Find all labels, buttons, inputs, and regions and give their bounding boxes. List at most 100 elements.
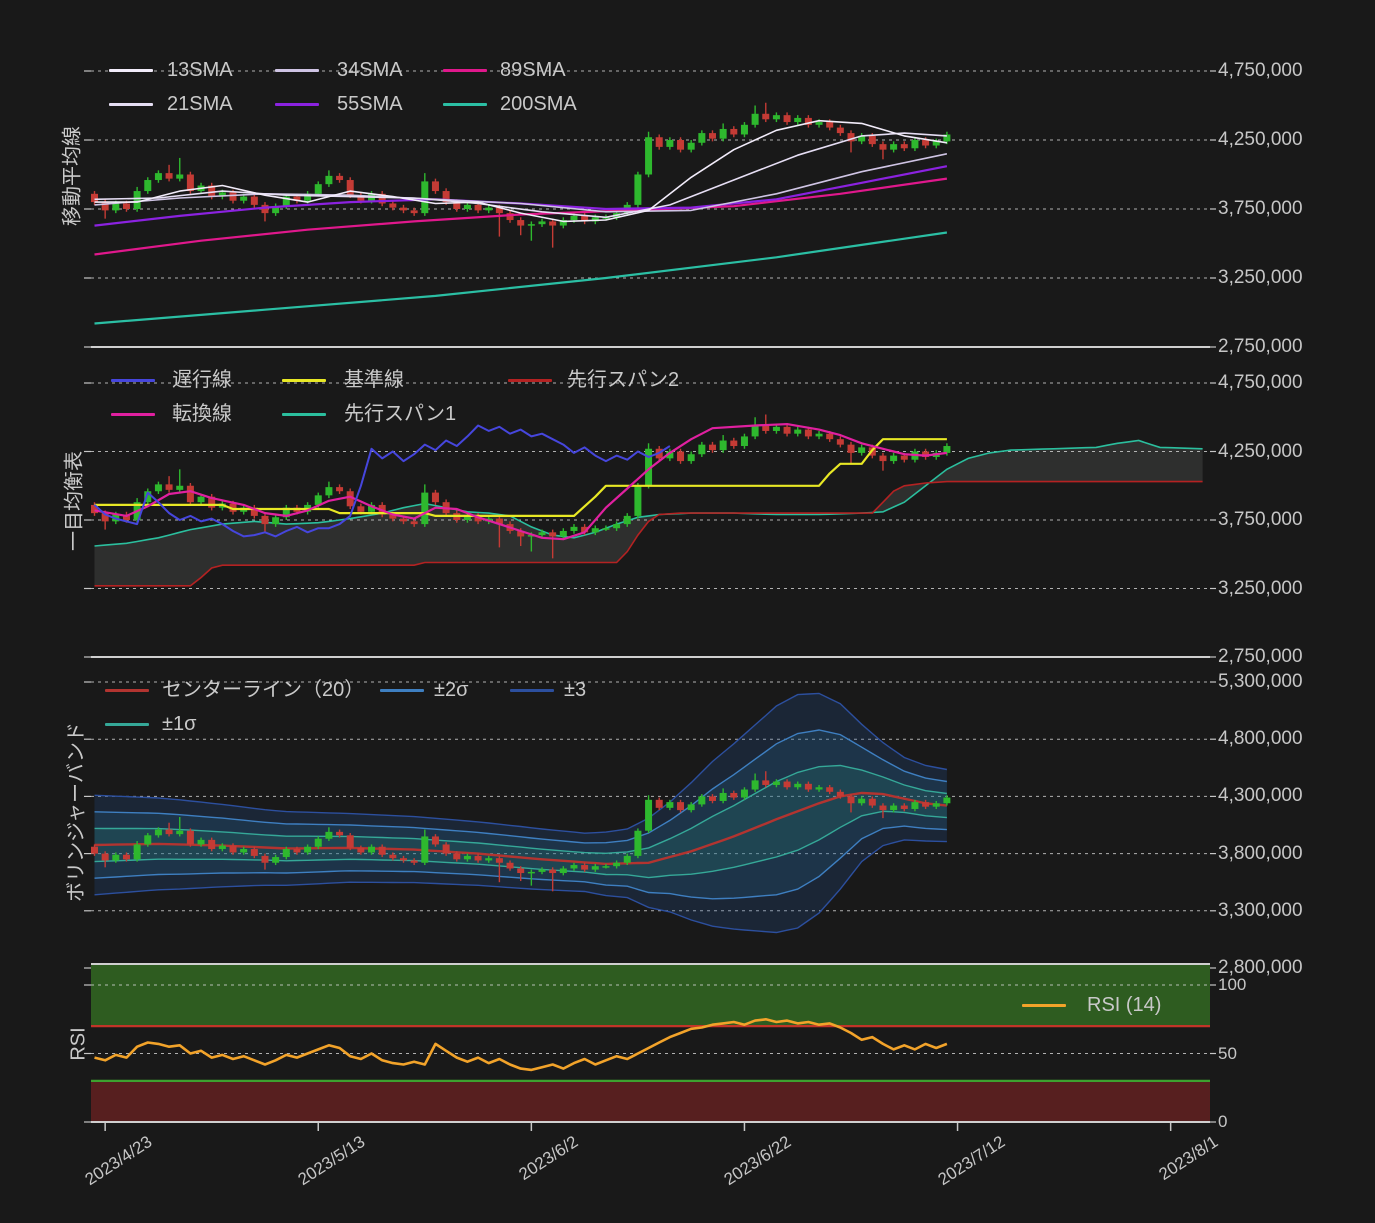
candle-body [645, 448, 653, 486]
candle-body [410, 521, 418, 525]
candle-body [485, 207, 493, 211]
legend-swatch [111, 378, 155, 382]
candle-body [868, 798, 876, 806]
candle-body [900, 455, 908, 460]
legend-swatch [1022, 1003, 1066, 1007]
candle-body [538, 221, 546, 225]
y-tick-label: 100 [1218, 975, 1247, 994]
candle-body [368, 504, 376, 512]
candle-body [495, 207, 503, 214]
chikou-line [93, 424, 671, 538]
candle-body [272, 206, 280, 214]
candle-body [346, 491, 354, 507]
candle-body [176, 485, 184, 490]
legend-swatch [282, 378, 326, 382]
candle-body [378, 193, 386, 204]
candle-body [591, 866, 599, 870]
legend-label: 21SMA [167, 93, 233, 115]
legend-swatch [109, 102, 153, 106]
legend-label: 89SMA [500, 59, 566, 81]
legend-label: ±1σ [162, 713, 197, 735]
candle-body [336, 487, 344, 492]
panel-title-bollinger: ボリンジャーバンド [65, 722, 88, 902]
candle-body [495, 858, 503, 863]
candle-body [154, 173, 162, 181]
legend-label: 13SMA [167, 59, 233, 81]
candle-body [261, 855, 269, 863]
candle-body [890, 144, 898, 150]
candle-body [122, 854, 130, 860]
candle-body [314, 495, 322, 505]
y-tick-label: 2,750,000 [1218, 336, 1303, 357]
candle-body [559, 868, 567, 874]
candle-body [399, 518, 407, 522]
candle-body [517, 530, 525, 537]
candle-body [815, 122, 823, 125]
candle-body [197, 496, 205, 503]
candle-body [304, 193, 312, 201]
candle-body [101, 513, 109, 522]
candle-body [314, 184, 322, 194]
candle-body [293, 849, 301, 853]
candle-body [431, 181, 439, 192]
candle-body [751, 425, 759, 437]
bollinger-lower-3 [94, 839, 947, 934]
candle-body [804, 783, 812, 790]
candle-body [421, 181, 429, 214]
candle-body [634, 830, 642, 856]
candle-body [421, 836, 429, 863]
candle-body [165, 829, 173, 835]
candle-body [176, 830, 184, 835]
legend-label: ±3 [564, 679, 587, 701]
candle-body [740, 436, 748, 447]
candle-body [698, 133, 706, 143]
candle-body [410, 860, 418, 863]
candle-body [900, 805, 908, 809]
legend-swatch [508, 378, 552, 382]
candle-body [559, 220, 567, 226]
candle-body [783, 426, 791, 434]
legend-label: ±2σ [434, 679, 469, 701]
candle-body [826, 122, 834, 128]
candle-body [719, 128, 727, 139]
candle-body [336, 831, 344, 836]
candle-body [890, 455, 898, 462]
bollinger-upper-3 [94, 692, 948, 834]
candle-body [527, 871, 535, 874]
bollinger-upper-2 [94, 729, 948, 844]
candle-body [240, 849, 248, 853]
candle-body [730, 128, 738, 135]
legend-swatch [282, 412, 326, 416]
candle-body [922, 802, 930, 807]
candle-body [847, 444, 855, 453]
candle-body [559, 530, 567, 537]
candle-body [229, 192, 237, 201]
candle-body [623, 855, 631, 863]
candle-body [282, 507, 290, 518]
candle-body [570, 526, 578, 531]
sma-line-34SMA [94, 153, 948, 213]
sma-line-13SMA [94, 119, 948, 223]
candle-body [144, 180, 152, 192]
legend-swatch [443, 68, 487, 72]
candle-body [762, 425, 770, 431]
candle-body [538, 869, 546, 872]
candle-body [645, 137, 653, 175]
candle-body [591, 217, 599, 222]
rsi-zone [91, 964, 1210, 1027]
candle-body [677, 140, 685, 150]
candle-body [442, 191, 450, 203]
candle-body [868, 135, 876, 145]
candle-body [943, 797, 951, 804]
candle-body [804, 117, 812, 125]
y-tick-label: 3,300,000 [1218, 899, 1303, 921]
candle-body [463, 515, 471, 520]
candle-body [250, 849, 258, 856]
candle-body [666, 451, 674, 459]
candle-body [186, 174, 194, 192]
y-tick-label: 3,800,000 [1218, 842, 1303, 864]
candle-body [815, 433, 823, 437]
candle-body [826, 787, 834, 792]
y-tick-label: 4,300,000 [1218, 785, 1303, 807]
candle-body [208, 839, 216, 850]
